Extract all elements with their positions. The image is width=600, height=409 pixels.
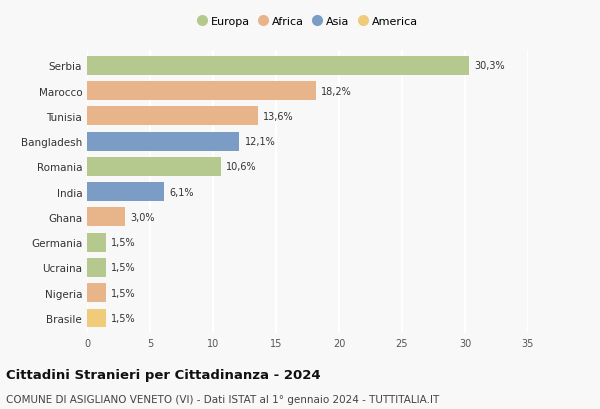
Legend: Europa, Africa, Asia, America: Europa, Africa, Asia, America	[197, 17, 418, 27]
Text: 3,0%: 3,0%	[130, 212, 154, 222]
Bar	[87, 57, 469, 76]
Text: 30,3%: 30,3%	[474, 61, 505, 71]
Text: 1,5%: 1,5%	[111, 313, 136, 323]
Text: 13,6%: 13,6%	[263, 112, 294, 121]
Bar	[87, 157, 221, 176]
Bar	[87, 283, 106, 303]
Text: 12,1%: 12,1%	[245, 137, 275, 147]
Text: 1,5%: 1,5%	[111, 288, 136, 298]
Text: 1,5%: 1,5%	[111, 263, 136, 273]
Text: 6,1%: 6,1%	[169, 187, 193, 197]
Text: 18,2%: 18,2%	[322, 86, 352, 97]
Text: 10,6%: 10,6%	[226, 162, 256, 172]
Bar	[87, 309, 106, 328]
Bar	[87, 258, 106, 277]
Text: Cittadini Stranieri per Cittadinanza - 2024: Cittadini Stranieri per Cittadinanza - 2…	[6, 369, 320, 381]
Bar	[87, 107, 259, 126]
Bar	[87, 183, 164, 202]
Bar	[87, 82, 316, 101]
Bar	[87, 233, 106, 252]
Text: 1,5%: 1,5%	[111, 238, 136, 247]
Text: COMUNE DI ASIGLIANO VENETO (VI) - Dati ISTAT al 1° gennaio 2024 - TUTTITALIA.IT: COMUNE DI ASIGLIANO VENETO (VI) - Dati I…	[6, 393, 439, 404]
Bar	[87, 133, 239, 151]
Bar	[87, 208, 125, 227]
